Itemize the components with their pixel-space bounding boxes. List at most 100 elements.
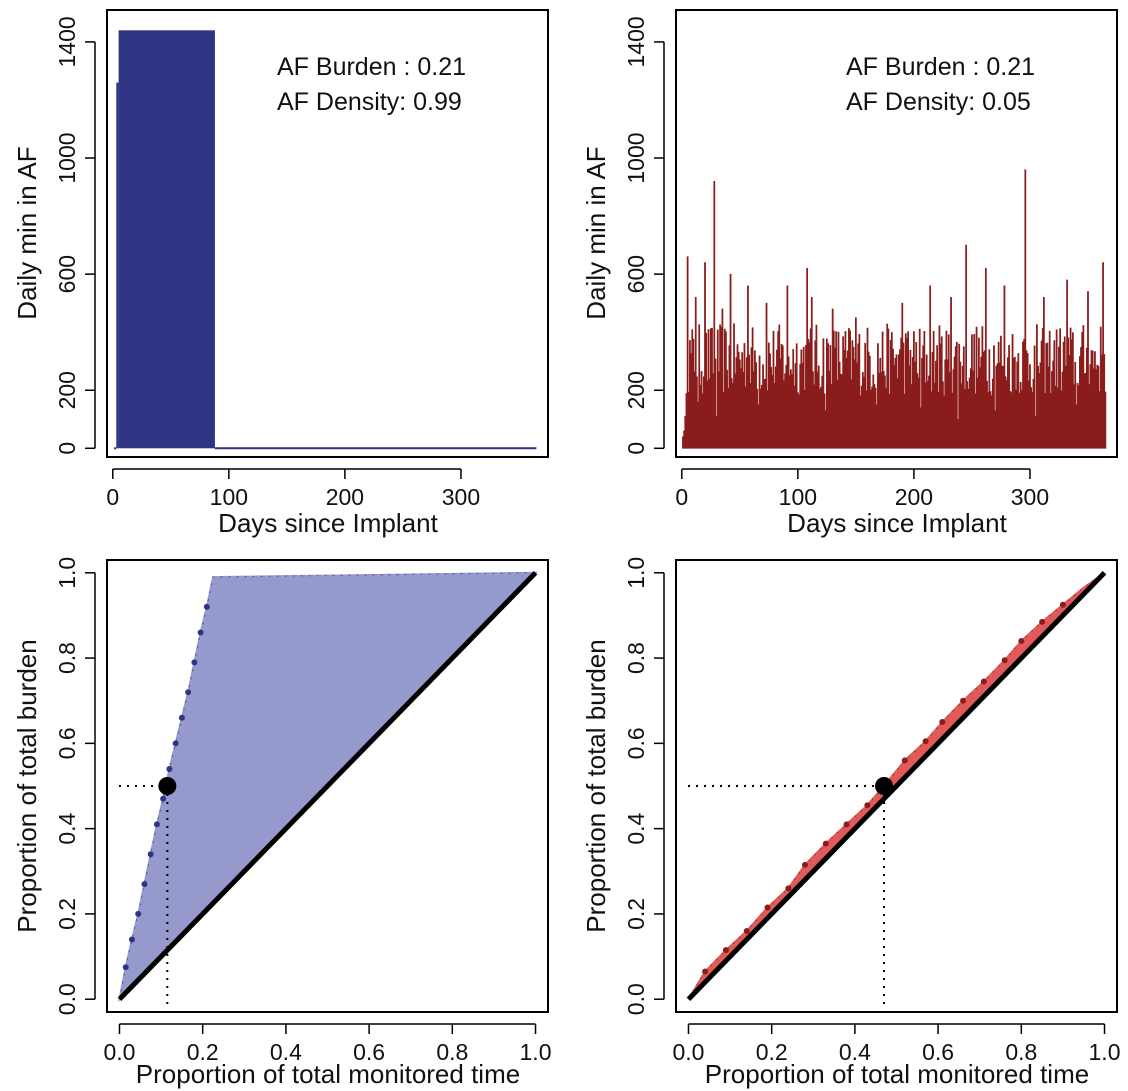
x-tick-label: 0.4 xyxy=(839,1039,871,1065)
x-tick-label: 300 xyxy=(1011,484,1049,510)
y-tick-label: 0.4 xyxy=(623,812,649,844)
af-burden-annotation: AF Burden : 0.21 xyxy=(846,53,1035,81)
y-tick-label: 0 xyxy=(54,442,80,455)
curve-point xyxy=(764,904,771,911)
curve-point xyxy=(864,802,871,809)
y-tick-label: 0.0 xyxy=(623,983,649,1015)
daily-af-bars-blue xyxy=(113,30,537,450)
plot-frame xyxy=(106,559,549,1013)
y-tick-label: 0 xyxy=(623,442,649,455)
curve-point xyxy=(702,968,709,975)
lorenz-curve-blue xyxy=(117,571,538,1006)
y-tick-label: 0.2 xyxy=(623,898,649,930)
y-tick-label: 200 xyxy=(623,371,649,409)
curve-point xyxy=(153,821,160,828)
x-tick-label: 0.2 xyxy=(187,1039,219,1065)
curve-point xyxy=(801,861,808,868)
x-tick-label: 1.0 xyxy=(1089,1039,1121,1065)
curve-point xyxy=(1018,638,1025,645)
curve-point xyxy=(141,881,148,888)
panel-bottom-left: 0.0 0.2 0.4 0.6 0.8 1.0 0.0 0.2 0.4 0.6 0.8 1.0 Pro… xyxy=(12,557,552,1089)
panel-top-right: 0 100 200 300 0 200 600 1000 1400 AF Burden : 0.… xyxy=(581,9,1118,538)
x-axis-label: Days since Implant xyxy=(787,508,1007,538)
curve-point xyxy=(743,927,750,934)
x-tick-label: 0 xyxy=(675,484,688,510)
y-tick-label: 600 xyxy=(623,255,649,293)
curve-point xyxy=(1001,657,1008,664)
af-minutes-bar xyxy=(118,30,215,449)
af-density-annotation: AF Density: 0.99 xyxy=(277,88,462,116)
x-axis-label: Proportion of total monitored time xyxy=(136,1059,520,1089)
y-tick-label: 1.0 xyxy=(623,557,649,589)
y-tick-label: 0.8 xyxy=(623,642,649,674)
curve-point xyxy=(722,947,729,954)
x-tick-label: 1.0 xyxy=(520,1039,552,1065)
curve-point xyxy=(191,659,198,666)
y-tick-label: 0.8 xyxy=(54,642,80,674)
y-tick-label: 1.0 xyxy=(54,557,80,589)
y-axis-label: Proportion of total burden xyxy=(581,639,611,932)
curve-point xyxy=(203,603,210,610)
curve-point xyxy=(1059,601,1066,608)
x-tick-label: 0.8 xyxy=(1005,1039,1037,1065)
curve-point xyxy=(185,689,192,696)
curve-point xyxy=(128,936,135,943)
plot-frame xyxy=(106,9,549,458)
x-tick-label: 0.4 xyxy=(270,1039,302,1065)
af-minutes-bars xyxy=(682,169,1107,449)
curve-point xyxy=(980,678,987,685)
half-burden-point xyxy=(875,777,894,795)
curve-point xyxy=(960,697,967,704)
equality-line xyxy=(117,571,538,1001)
curve-point xyxy=(172,740,179,747)
curve-point xyxy=(122,964,129,971)
y-tick-label: 0.0 xyxy=(54,983,80,1015)
x-tick-label: 0.0 xyxy=(672,1039,704,1065)
curve-point xyxy=(822,840,829,847)
y-tick-label: 600 xyxy=(54,255,80,293)
plot-frame xyxy=(675,9,1118,458)
curve-point xyxy=(160,795,167,802)
y-axis-label: Proportion of total burden xyxy=(12,639,42,932)
curve-point xyxy=(901,757,908,764)
cumulative-curve xyxy=(118,572,536,1000)
x-tick-label: 0.6 xyxy=(922,1039,954,1065)
x-tick-label: 200 xyxy=(326,484,364,510)
y-tick-label: 1400 xyxy=(623,16,649,67)
equality-line xyxy=(686,571,1107,1001)
x-tick-label: 200 xyxy=(895,484,933,510)
y-axis-label: Daily min in AF xyxy=(12,146,42,319)
axes-bottom-right: 0.0 0.2 0.4 0.6 0.8 1.0 0.0 0.2 0.4 0.6 0.8 1.0 xyxy=(623,557,1121,1065)
axes-top-left: 0 100 200 300 0 200 600 1000 1400 xyxy=(54,16,480,510)
y-tick-label: 0.2 xyxy=(54,898,80,930)
curve-point xyxy=(178,714,185,721)
y-tick-label: 1000 xyxy=(54,132,80,183)
daily-af-bars-red xyxy=(682,169,1107,449)
x-tick-label: 300 xyxy=(442,484,480,510)
curve-point xyxy=(197,629,204,636)
y-axis-label: Daily min in AF xyxy=(581,146,611,319)
y-tick-label: 0.6 xyxy=(54,727,80,759)
curve-point xyxy=(1039,618,1046,625)
cumulative-curve xyxy=(687,572,1105,1000)
x-axis-label: Proportion of total monitored time xyxy=(705,1059,1089,1089)
curve-point xyxy=(922,738,929,745)
plot-frame xyxy=(675,559,1118,1013)
x-tick-label: 100 xyxy=(210,484,248,510)
curve-point xyxy=(843,821,850,828)
axes-top-right: 0 100 200 300 0 200 600 1000 1400 xyxy=(623,16,1049,510)
y-tick-label: 1400 xyxy=(54,16,80,67)
x-tick-label: 0.6 xyxy=(353,1039,385,1065)
y-tick-label: 0.4 xyxy=(54,812,80,844)
y-tick-label: 200 xyxy=(54,371,80,409)
x-tick-label: 0.0 xyxy=(103,1039,135,1065)
x-tick-label: 0.8 xyxy=(436,1039,468,1065)
panel-top-left: 0 100 200 300 0 200 600 1000 1400 AF Burden : 0.… xyxy=(12,9,549,538)
af-density-annotation: AF Density: 0.05 xyxy=(846,88,1031,116)
x-tick-label: 0.2 xyxy=(756,1039,788,1065)
axes-bottom-left: 0.0 0.2 0.4 0.6 0.8 1.0 0.0 0.2 0.4 0.6 0.8 1.0 xyxy=(54,557,552,1065)
y-tick-label: 1000 xyxy=(623,132,649,183)
curve-point xyxy=(939,719,946,726)
half-burden-point xyxy=(158,777,177,795)
